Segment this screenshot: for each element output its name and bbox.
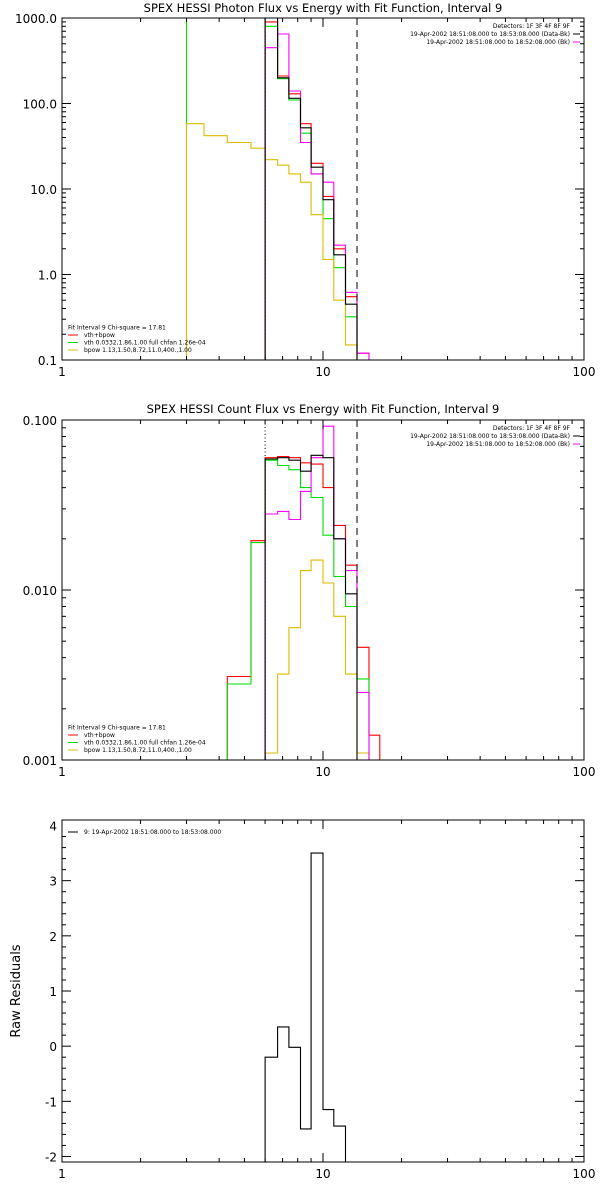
series-line-3 [264, 559, 370, 760]
x-tick-label: 1 [58, 365, 66, 379]
y-tick-label: 1.0 [38, 269, 57, 283]
legend-entry: bpow 1.13,1.50,8.72,11.0,400.,1.00 [84, 347, 192, 354]
x-tick-label: 100 [573, 1167, 596, 1181]
legend-entry: Fit Interval 9 Chi-square = 17.81 [68, 325, 166, 332]
y-tick-label: 1000.0 [15, 12, 57, 26]
series-line-2 [185, 18, 358, 360]
x-tick-label: 1 [58, 765, 66, 779]
y-tick-label: 0 [49, 1040, 57, 1054]
y-tick-label: 100.0 [23, 98, 57, 112]
chart-title: SPEX HESSI Photon Flux vs Energy with Fi… [144, 1, 503, 15]
series-line-5 [264, 454, 358, 760]
x-tick-label: 10 [315, 1167, 330, 1181]
chart-title: SPEX HESSI Count Flux vs Energy with Fit… [147, 402, 500, 416]
series-line-4 [264, 425, 370, 760]
series-group [226, 425, 381, 760]
y-tick-label: 4 [49, 820, 57, 834]
info-line: Detectors: 1F 3F 4F 8F 9F [493, 425, 571, 432]
y-tick-label: -2 [45, 1150, 57, 1164]
x-tick-label: 10 [315, 365, 330, 379]
y-axis-label: Raw Residuals [9, 944, 24, 1037]
y-tick-label: 1 [49, 985, 57, 999]
series-line-2 [226, 459, 370, 760]
legend-entry: vth+bpow [84, 332, 115, 339]
chart-panel-1: SPEX HESSI Photon Flux vs Energy with Fi… [15, 1, 596, 379]
legend-entry: 9: 19-Apr-2002 18:51:08.000 to 18:53:08.… [84, 829, 221, 836]
y-tick-label: 0.001 [23, 754, 57, 768]
y-tick-label: 0.1 [38, 354, 57, 368]
x-tick-label: 10 [315, 765, 330, 779]
y-tick-label: 3 [49, 875, 57, 889]
y-tick-label: 0.100 [23, 414, 57, 428]
info-line: 19-Apr-2002 18:51:08.000 to 18:53:08.000… [410, 31, 570, 38]
series-line-5 [264, 18, 358, 360]
info-line: 19-Apr-2002 18:51:08.000 to 18:52:08.000… [426, 441, 570, 448]
legend-entry: bpow 1.13,1.50,8.72,11.0,400.,1.00 [84, 747, 192, 754]
series-line-1 [264, 21, 370, 360]
y-tick-label: 0.010 [23, 584, 57, 598]
series-line-1 [264, 852, 358, 1162]
legend-entry: vth+bpow [84, 732, 115, 739]
chart-panel-2: SPEX HESSI Count Flux vs Energy with Fit… [23, 402, 596, 779]
y-tick-label: 2 [49, 930, 57, 944]
legend-entry: vth 0.0332,1.86,1.00 full chfan 1.26e-04 [84, 340, 206, 347]
x-tick-label: 100 [573, 365, 596, 379]
info-line: 19-Apr-2002 18:51:08.000 to 18:53:08.000… [410, 433, 570, 440]
legend-entry: vth 0.0332,1.86,1.00 full chfan 1.26e-04 [84, 740, 206, 747]
y-tick-label: -1 [45, 1095, 57, 1109]
series-group [264, 852, 358, 1162]
chart-panel-3: 1 10 100 -2 -1 0 1 2 3 4 Raw Residuals 9: 19-Apr-20… [9, 819, 596, 1181]
series-line-3 [185, 123, 358, 360]
info-line: Detectors: 1F 3F 4F 8F 9F [493, 23, 571, 30]
series-line-4 [264, 33, 370, 360]
info-line: 19-Apr-2002 18:51:08.000 to 18:52:08.000… [426, 39, 570, 46]
series-group [185, 18, 370, 360]
x-tick-label: 1 [58, 1167, 66, 1181]
y-tick-label: 10.0 [30, 183, 57, 197]
legend-entry: Fit Interval 9 Chi-square = 17.81 [68, 725, 166, 732]
x-tick-label: 100 [573, 765, 596, 779]
